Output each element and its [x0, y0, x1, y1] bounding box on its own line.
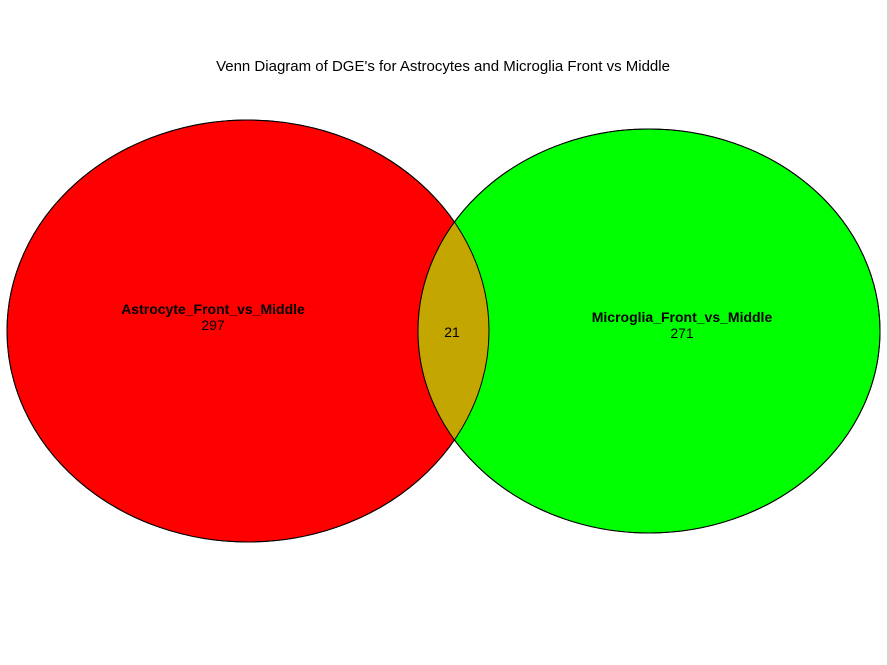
set-astrocyte-circle — [6, 119, 490, 543]
set-microglia-outline — [417, 128, 881, 534]
set-astrocyte-label: Astrocyte_Front_vs_Middle — [121, 301, 305, 317]
intersection-count: 21 — [444, 324, 460, 340]
diagram-title: Venn Diagram of DGE's for Astrocytes and… — [216, 58, 670, 75]
set-astrocyte-outline — [6, 119, 490, 543]
set-microglia-label: Microglia_Front_vs_Middle — [592, 309, 773, 325]
set-astrocyte-count: 297 — [201, 317, 225, 333]
set-microglia-count: 271 — [670, 325, 694, 341]
window-edge — [887, 0, 889, 665]
